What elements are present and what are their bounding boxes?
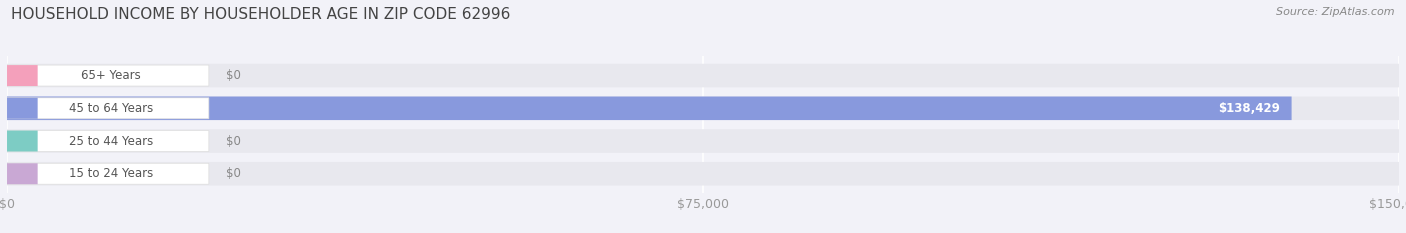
Text: $138,429: $138,429 bbox=[1219, 102, 1281, 115]
FancyBboxPatch shape bbox=[7, 163, 209, 184]
Text: 25 to 44 Years: 25 to 44 Years bbox=[69, 134, 153, 147]
Text: $0: $0 bbox=[225, 167, 240, 180]
FancyBboxPatch shape bbox=[7, 98, 38, 119]
FancyBboxPatch shape bbox=[7, 65, 38, 86]
FancyBboxPatch shape bbox=[7, 130, 38, 151]
FancyBboxPatch shape bbox=[7, 64, 1399, 87]
FancyBboxPatch shape bbox=[7, 163, 38, 184]
Text: 15 to 24 Years: 15 to 24 Years bbox=[69, 167, 153, 180]
Text: 45 to 64 Years: 45 to 64 Years bbox=[69, 102, 153, 115]
Text: $0: $0 bbox=[225, 69, 240, 82]
FancyBboxPatch shape bbox=[7, 162, 1399, 185]
FancyBboxPatch shape bbox=[7, 96, 1399, 120]
Text: $0: $0 bbox=[225, 134, 240, 147]
FancyBboxPatch shape bbox=[7, 129, 1399, 153]
Text: HOUSEHOLD INCOME BY HOUSEHOLDER AGE IN ZIP CODE 62996: HOUSEHOLD INCOME BY HOUSEHOLDER AGE IN Z… bbox=[11, 7, 510, 22]
Text: Source: ZipAtlas.com: Source: ZipAtlas.com bbox=[1277, 7, 1395, 17]
FancyBboxPatch shape bbox=[7, 130, 209, 151]
FancyBboxPatch shape bbox=[7, 98, 209, 119]
Text: 65+ Years: 65+ Years bbox=[82, 69, 141, 82]
FancyBboxPatch shape bbox=[7, 96, 1292, 120]
FancyBboxPatch shape bbox=[7, 65, 209, 86]
